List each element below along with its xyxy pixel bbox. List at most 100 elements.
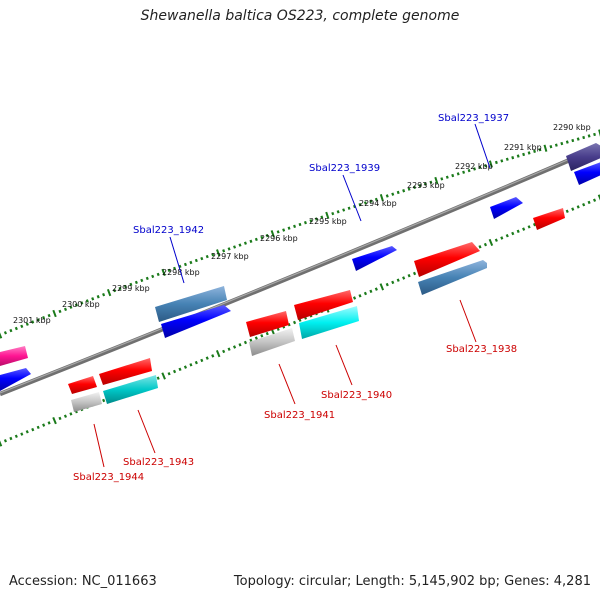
gene-arrow[interactable]	[418, 260, 487, 295]
gene-arrow[interactable]	[352, 246, 397, 271]
minor-tick	[36, 425, 40, 430]
label-leaders	[93, 123, 491, 468]
minor-tick	[516, 154, 520, 158]
minor-tick	[47, 313, 51, 318]
minor-tick	[254, 237, 258, 242]
major-tick	[598, 129, 600, 137]
minor-tick	[102, 398, 106, 403]
gene-arrow[interactable]	[533, 208, 565, 230]
minor-tick	[287, 226, 291, 230]
minor-tick	[516, 229, 520, 233]
minor-tick	[31, 320, 35, 324]
minor-tick	[576, 205, 580, 209]
gene-arrow[interactable]	[0, 368, 31, 391]
gene-label[interactable]: Sbal223_1938	[446, 344, 517, 355]
gene-label[interactable]: Sbal223_1940	[321, 390, 392, 401]
minor-tick	[423, 182, 427, 186]
minor-tick	[205, 356, 209, 360]
minor-tick	[391, 280, 395, 285]
minor-tick	[173, 266, 177, 271]
kbp-label: 2290 kbp	[553, 123, 591, 132]
major-tick	[270, 230, 275, 238]
minor-tick	[576, 137, 580, 141]
minor-tick	[85, 299, 89, 303]
minor-tick	[233, 245, 237, 249]
minor-tick	[587, 134, 591, 138]
minor-tick	[374, 287, 378, 291]
minor-tick	[249, 338, 253, 342]
minor-tick	[353, 204, 357, 209]
minor-tick	[42, 423, 46, 427]
minor-tick	[352, 296, 357, 300]
minor-tick	[227, 347, 231, 351]
gene-arrow[interactable]	[299, 306, 359, 339]
gene-labels: Sbal223_1937 Sbal223_1939 Sbal223_1942 S…	[73, 113, 517, 483]
minor-tick	[565, 209, 569, 214]
gene-arrow[interactable]	[99, 358, 152, 385]
kbp-label: 2294 kbp	[359, 199, 397, 208]
minor-tick	[473, 167, 476, 171]
forward-strand-genes	[0, 143, 600, 391]
minor-tick	[385, 282, 389, 287]
gene-arrow[interactable]	[490, 197, 523, 219]
minor-tick	[276, 230, 280, 234]
minor-tick	[418, 183, 422, 188]
top-tick-ring	[0, 129, 600, 339]
gene-arrow[interactable]	[71, 392, 102, 412]
minor-tick	[140, 278, 144, 283]
minor-tick	[123, 284, 127, 289]
gene-label[interactable]: Sbal223_1941	[264, 410, 335, 421]
minor-tick	[80, 301, 84, 305]
gene-arrow[interactable]	[294, 290, 353, 320]
gene-arrow[interactable]	[103, 375, 158, 404]
minor-tick	[494, 160, 498, 165]
minor-tick	[440, 177, 444, 181]
gene-label[interactable]: Sbal223_1937	[438, 113, 509, 124]
gene-arrow[interactable]	[574, 162, 600, 185]
gene-arrow[interactable]	[249, 328, 295, 356]
major-tick	[52, 417, 57, 425]
minor-tick	[331, 211, 335, 216]
minor-tick	[292, 320, 297, 325]
minor-tick	[483, 242, 488, 247]
kbp-label: 2301 kbp	[13, 316, 51, 325]
minor-tick	[260, 235, 264, 240]
minor-tick	[533, 149, 536, 153]
minor-tick	[462, 170, 466, 174]
kbp-label: 2291 kbp	[504, 143, 542, 152]
gene-label[interactable]: Sbal223_1943	[123, 457, 194, 468]
gene-label[interactable]: Sbal223_1939	[309, 163, 380, 174]
major-tick	[379, 283, 385, 291]
minor-tick	[522, 227, 526, 231]
major-tick	[379, 194, 384, 202]
minor-tick	[565, 140, 569, 144]
gene-arrow[interactable]	[68, 376, 97, 394]
gene-arrow[interactable]	[161, 305, 231, 338]
gene-arrow[interactable]	[246, 311, 289, 337]
minor-tick	[118, 286, 122, 291]
minor-tick	[478, 245, 482, 249]
kbp-label: 2295 kbp	[309, 217, 347, 226]
minor-tick	[167, 372, 171, 376]
minor-tick	[238, 343, 242, 347]
minor-tick	[527, 151, 531, 155]
gene-arrow[interactable]	[414, 242, 480, 277]
minor-tick	[456, 172, 460, 176]
gene-arrow[interactable]	[155, 286, 227, 322]
gene-arrow[interactable]	[0, 346, 28, 366]
genome-backbone-highlight	[0, 145, 600, 394]
gene-label[interactable]: Sbal223_1944	[73, 472, 144, 483]
minor-tick	[582, 135, 586, 140]
gene-label[interactable]: Sbal223_1942	[133, 225, 204, 236]
gene-arrow[interactable]	[566, 143, 600, 171]
minor-tick	[505, 157, 509, 161]
minor-tick	[451, 173, 455, 178]
minor-tick	[385, 194, 389, 198]
minor-tick	[25, 322, 29, 326]
minor-tick	[14, 434, 18, 439]
kbp-label: 2292 kbp	[455, 162, 493, 171]
minor-tick	[592, 198, 597, 202]
minor-tick	[47, 421, 51, 425]
genome-title: Shewanella baltica OS223, complete genom…	[140, 8, 460, 24]
